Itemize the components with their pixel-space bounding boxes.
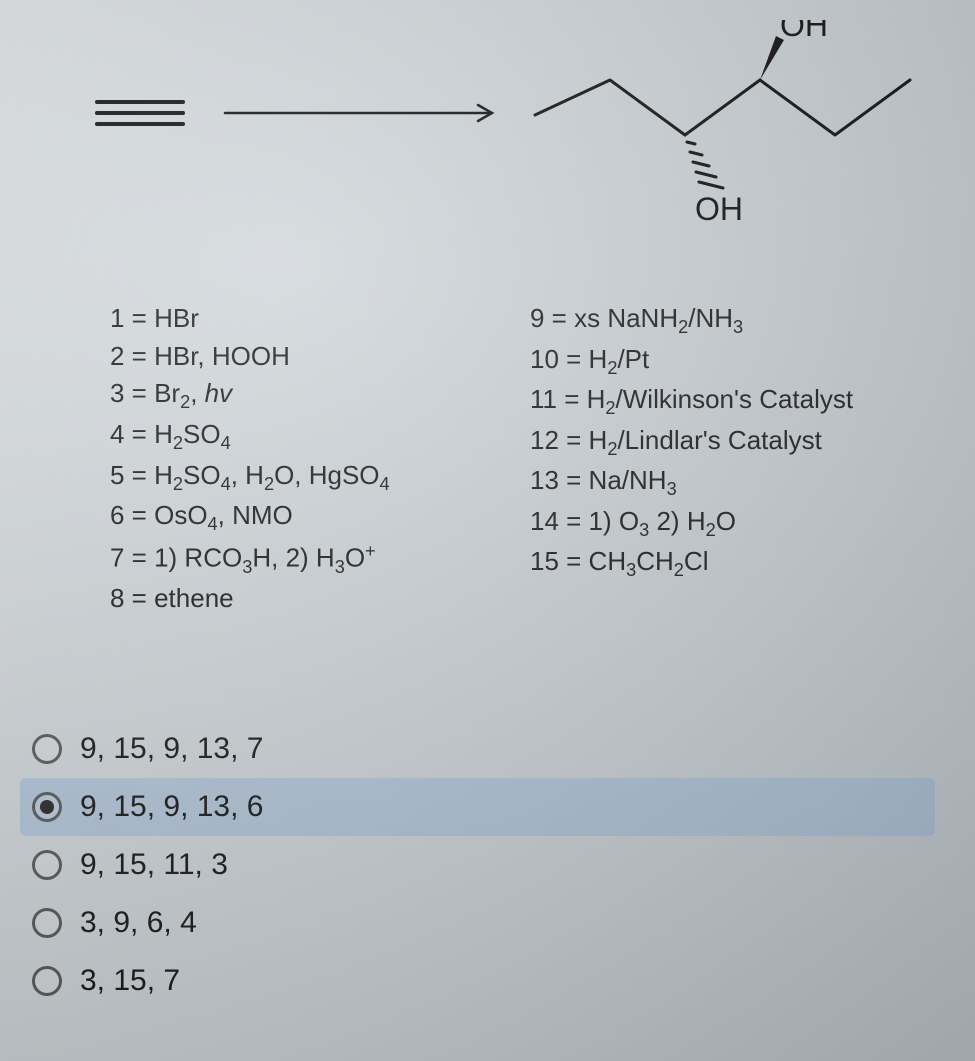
product-oh-bottom: OH [695,191,743,227]
reagent-8: 8 = ethene [110,580,490,618]
reagent-14: 14 = 1) O3 2) H2O [530,503,970,544]
reagent-11: 11 = H2/Wilkinson's Catalyst [530,381,970,422]
reagent-key: 1 = HBr2 = HBr, HOOH3 = Br2, hv4 = H2SO4… [110,300,965,618]
option-d[interactable]: 3, 9, 6, 4 [20,894,935,952]
option-b[interactable]: 9, 15, 9, 13, 6 [20,778,935,836]
reagent-12: 12 = H2/Lindlar's Catalyst [530,422,970,463]
option-label: 9, 15, 9, 13, 6 [80,790,263,824]
reagent-1: 1 = HBr [110,300,490,338]
reagent-9: 9 = xs NaNH2/NH3 [530,300,970,341]
reagent-3: 3 = Br2, hv [110,375,490,416]
option-e[interactable]: 3, 15, 7 [20,952,935,1010]
reagent-col-left: 1 = HBr2 = HBr, HOOH3 = Br2, hv4 = H2SO4… [110,300,490,618]
option-label: 9, 15, 9, 13, 7 [80,732,263,766]
option-label: 9, 15, 11, 3 [80,848,228,882]
reagent-7: 7 = 1) RCO3H, 2) H3O+ [110,538,490,580]
reaction-svg: OH OH [60,20,975,240]
reagent-15: 15 = CH3CH2Cl [530,543,970,584]
option-label: 3, 15, 7 [80,964,180,998]
radio-icon[interactable] [32,966,62,996]
radio-icon[interactable] [32,734,62,764]
reagent-4: 4 = H2SO4 [110,416,490,457]
option-label: 3, 9, 6, 4 [80,906,197,940]
reagent-2: 2 = HBr, HOOH [110,338,490,376]
reagent-5: 5 = H2SO4, H2O, HgSO4 [110,457,490,498]
reagent-10: 10 = H2/Pt [530,341,970,382]
reagent-col-right: 9 = xs NaNH2/NH310 = H2/Pt11 = H2/Wilkin… [530,300,970,618]
reagent-6: 6 = OsO4, NMO [110,497,490,538]
radio-icon[interactable] [32,792,62,822]
radio-icon[interactable] [32,850,62,880]
reaction-scheme: OH OH [60,20,975,240]
reagent-13: 13 = Na/NH3 [530,462,970,503]
answer-options: 9, 15, 9, 13, 7 9, 15, 9, 13, 6 9, 15, 11,… [20,720,935,1010]
option-c[interactable]: 9, 15, 11, 3 [20,836,935,894]
radio-icon[interactable] [32,908,62,938]
product-oh-top: OH [780,20,828,43]
option-a[interactable]: 9, 15, 9, 13, 7 [20,720,935,778]
